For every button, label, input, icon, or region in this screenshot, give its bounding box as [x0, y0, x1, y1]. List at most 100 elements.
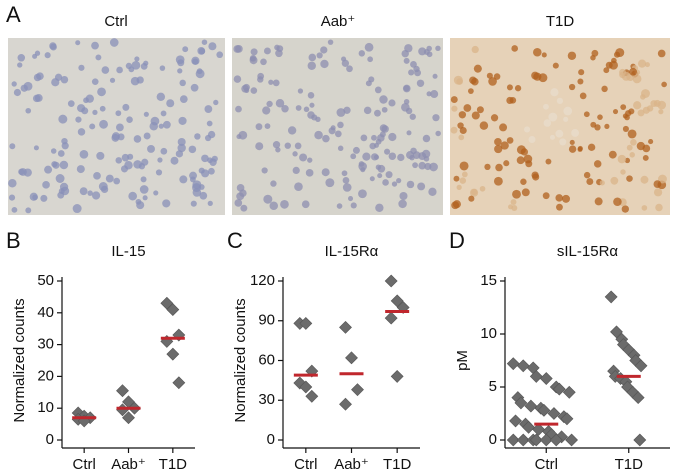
nucleus — [262, 106, 271, 115]
nucleus — [593, 160, 602, 168]
nucleus — [567, 51, 577, 60]
nucleus — [198, 184, 205, 190]
nucleus — [136, 76, 144, 84]
data-point — [522, 420, 536, 434]
nucleus — [76, 165, 85, 174]
nucleus — [13, 88, 22, 97]
nucleus — [632, 74, 642, 84]
nucleus — [341, 59, 350, 67]
nucleus — [157, 157, 163, 163]
nucleus — [163, 120, 171, 129]
nucleus — [260, 58, 267, 66]
nucleus — [194, 133, 201, 140]
data-point — [390, 294, 404, 308]
nucleus — [72, 204, 82, 214]
nucleus — [113, 177, 121, 185]
nucleus — [211, 155, 218, 162]
nucleus — [377, 173, 383, 179]
nucleus — [270, 180, 277, 187]
chart-title: sIL-15Rα — [557, 243, 619, 260]
nucleus — [640, 175, 649, 184]
nucleus — [17, 54, 26, 62]
nucleus — [398, 199, 407, 209]
nucleus — [91, 191, 101, 200]
nucleus — [661, 81, 667, 88]
nucleus — [653, 188, 663, 197]
nucleus — [418, 47, 427, 56]
y-tick-label: 0 — [267, 431, 275, 448]
nucleus — [303, 106, 310, 113]
nucleus — [644, 62, 650, 68]
nucleus — [307, 92, 315, 99]
nucleus — [451, 201, 460, 210]
nucleus — [160, 110, 167, 117]
nucleus — [128, 66, 135, 73]
nucleus — [188, 145, 197, 154]
nucleus — [583, 111, 590, 118]
nucleus — [272, 141, 281, 149]
data-point — [172, 376, 186, 390]
nucleus — [61, 142, 69, 150]
nucleus — [190, 83, 199, 92]
nucleus — [382, 179, 389, 186]
nucleus — [201, 169, 210, 178]
y-tick-label: 20 — [37, 367, 54, 384]
nucleus — [91, 78, 99, 85]
nucleus — [147, 144, 155, 153]
nucleus — [120, 165, 129, 173]
nucleus — [637, 59, 647, 68]
nucleus — [637, 109, 645, 117]
nucleus — [60, 75, 69, 84]
nucleus — [175, 55, 185, 65]
nucleus — [636, 141, 646, 151]
nucleus — [367, 56, 373, 63]
nucleus — [633, 101, 642, 110]
nucleus — [213, 99, 219, 106]
nucleus — [133, 160, 142, 169]
nucleus — [334, 130, 342, 138]
nucleus — [629, 152, 635, 158]
nucleus — [201, 154, 209, 163]
x-tick-label: T1D — [383, 456, 412, 470]
nucleus — [520, 178, 527, 185]
nucleus — [336, 108, 346, 117]
nucleus — [11, 206, 18, 213]
data-point — [539, 433, 553, 447]
nucleus — [426, 91, 432, 97]
nucleus — [178, 116, 187, 126]
nucleus — [629, 67, 637, 76]
nucleus — [44, 52, 51, 59]
nucleus — [543, 119, 552, 127]
nucleus — [134, 56, 140, 62]
nucleus — [131, 60, 141, 70]
nucleus — [122, 103, 130, 111]
nucleus — [189, 176, 196, 183]
nucleus — [587, 143, 596, 152]
nucleus — [511, 45, 518, 52]
nucleus — [33, 145, 39, 151]
nucleus — [630, 138, 637, 146]
nucleus — [127, 153, 134, 160]
nucleus — [341, 170, 348, 177]
nucleus — [556, 203, 563, 211]
nucleus — [403, 98, 410, 105]
nucleus — [657, 100, 667, 110]
nucleus — [577, 146, 583, 152]
nucleus — [412, 162, 419, 169]
nucleus — [473, 64, 482, 73]
nucleus — [264, 123, 271, 129]
y-tick-label: 50 — [37, 272, 54, 289]
nucleus — [177, 137, 186, 146]
nucleus — [375, 203, 384, 212]
nucleus — [456, 184, 462, 191]
nucleus — [358, 50, 366, 57]
nucleus — [458, 111, 467, 119]
nucleus — [236, 134, 242, 140]
nucleus — [239, 189, 247, 197]
nucleus — [541, 52, 547, 58]
nucleus — [469, 76, 477, 85]
chart-title: IL-15 — [111, 243, 145, 260]
nucleus — [549, 134, 555, 140]
data-point — [384, 311, 398, 325]
